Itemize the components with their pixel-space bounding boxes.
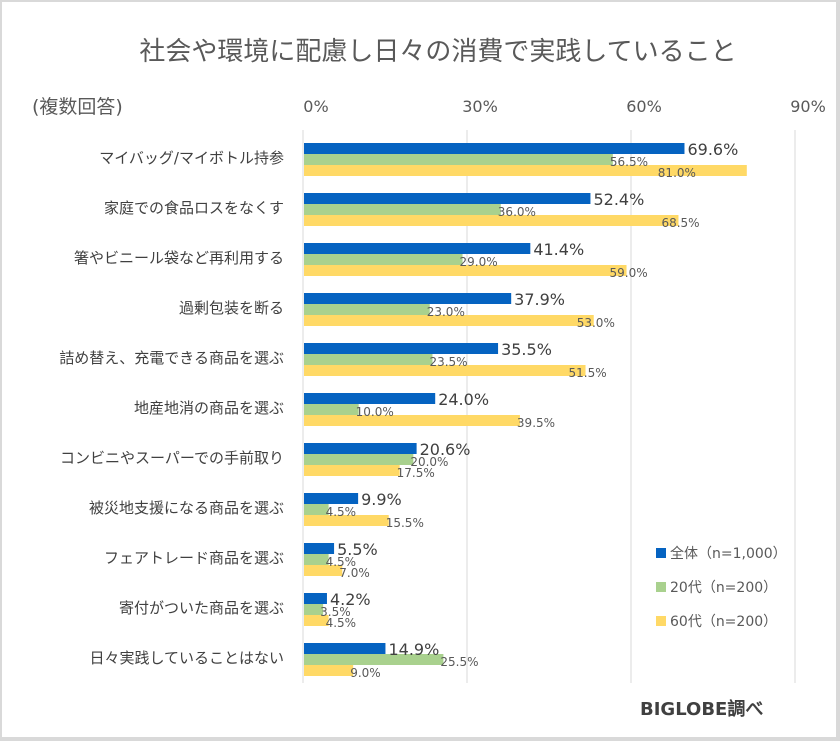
bar-20s (304, 304, 430, 315)
bar-overall (304, 243, 531, 254)
category-label: マイバッグ/マイボトル持参 (99, 149, 284, 167)
bar-20s (304, 354, 433, 365)
category-label: 地産地消の商品を選ぶ (134, 399, 284, 417)
bar-20s (304, 604, 324, 615)
bar-20s (304, 454, 414, 465)
bar-overall (304, 643, 386, 654)
bar-overall (304, 493, 359, 504)
category-label: 寄付がついた商品を選ぶ (119, 599, 284, 617)
data-label: 29.0% (460, 255, 498, 269)
data-label: 4.2% (330, 590, 371, 609)
data-label: 53.0% (577, 316, 615, 330)
bar-60s (304, 215, 679, 226)
legend-swatch (656, 582, 666, 592)
data-label: 59.0% (610, 266, 648, 280)
legend: 全体（n=1,000） 20代（n=200） 60代（n=200） (656, 545, 787, 630)
data-label: 81.0% (658, 166, 696, 180)
bar-20s (304, 654, 444, 665)
data-label: 7.0% (339, 566, 370, 580)
data-label: 5.5% (337, 540, 378, 559)
category-label: 家庭での食品ロスをなくす (104, 199, 284, 217)
bar-60s (304, 665, 354, 676)
category-label: フェアトレード商品を選ぶ (104, 549, 284, 567)
data-label: 35.5% (501, 340, 552, 359)
bar-60s (304, 365, 586, 376)
bar-60s (304, 515, 389, 526)
bar-overall (304, 343, 499, 354)
x-tick-label: 30% (462, 97, 498, 116)
bar-60s (304, 315, 594, 326)
legend-label: 60代（n=200） (670, 614, 777, 630)
bar-60s (304, 165, 747, 176)
data-label: 14.9% (388, 640, 439, 659)
data-label: 20.0% (410, 455, 448, 469)
data-label: 20.6% (420, 440, 471, 459)
bar-overall (304, 393, 436, 404)
data-label: 15.5% (386, 516, 424, 530)
bar-20s (304, 504, 329, 515)
data-label: 68.5% (661, 216, 699, 230)
data-label: 4.5% (326, 505, 357, 519)
data-label: 9.9% (361, 490, 402, 509)
data-label: 4.5% (326, 616, 357, 630)
source-note: BIGLOBE調べ (640, 698, 763, 720)
data-label: 24.0% (438, 390, 489, 409)
data-label: 23.5% (429, 355, 467, 369)
data-label: 52.4% (593, 190, 644, 209)
data-label: 17.5% (397, 466, 435, 480)
data-label: 37.9% (514, 290, 565, 309)
data-label: 36.0% (498, 205, 536, 219)
bar-60s (304, 465, 400, 476)
chart-title: 社会や環境に配慮し日々の消費で実践していること (139, 37, 736, 67)
data-label: 10.0% (356, 405, 394, 419)
legend-swatch (656, 616, 666, 626)
category-label: 箸やビニール袋など再利用する (74, 249, 284, 267)
bar-60s (304, 265, 627, 276)
bar-overall (304, 543, 335, 554)
bar-20s (304, 554, 329, 565)
data-label: 51.5% (569, 366, 607, 380)
data-label: 41.4% (533, 240, 584, 259)
data-labels: 69.6% 52.4% 41.4% 37.9% 35.5% 24.0% 20.6% 9.9% 5… (320, 140, 738, 680)
bar-60s (304, 415, 520, 426)
legend-swatch (656, 548, 666, 558)
data-label: 4.5% (326, 555, 357, 569)
bar-60s (304, 565, 343, 576)
data-label: 69.6% (687, 140, 738, 159)
category-label: 過剰包装を断る (179, 299, 284, 317)
data-label: 39.5% (517, 416, 555, 430)
legend-label: 20代（n=200） (670, 580, 777, 596)
data-label: 56.5% (610, 155, 648, 169)
category-label: 詰め替え、充電できる商品を選ぶ (59, 349, 284, 367)
bar-overall (304, 443, 417, 454)
category-label: コンビニやスーパーでの手前取り (60, 449, 284, 467)
bar-20s (304, 254, 463, 265)
category-label: 被災地支援になる商品を選ぶ (89, 499, 284, 517)
data-label: 9.0% (350, 666, 381, 680)
x-tick-label: 60% (626, 97, 662, 116)
bar-20s (304, 154, 613, 165)
bar-20s (304, 204, 501, 215)
data-label: 3.5% (320, 605, 351, 619)
data-label: 23.0% (427, 305, 465, 319)
x-tick-label: 0% (303, 97, 328, 116)
bar-20s (304, 404, 359, 415)
bar-overall (304, 193, 591, 204)
data-label: 25.5% (440, 655, 478, 669)
bar-overall (304, 143, 685, 154)
legend-label: 全体（n=1,000） (670, 545, 787, 562)
bar-60s (304, 615, 329, 626)
x-tick-label: 90% (790, 97, 826, 116)
category-label: 日々実践していることはない (89, 649, 284, 667)
bar-overall (304, 293, 512, 304)
bar-overall (304, 593, 327, 604)
category-labels: マイバッグ/マイボトル持参家庭での食品ロスをなくす箸やビニール袋など再利用する過… (59, 149, 284, 667)
bars (304, 143, 747, 676)
x-axis-ticks: 0% 30% 60% 90% (303, 97, 825, 116)
chart-subtitle: (複数回答) (32, 96, 123, 118)
